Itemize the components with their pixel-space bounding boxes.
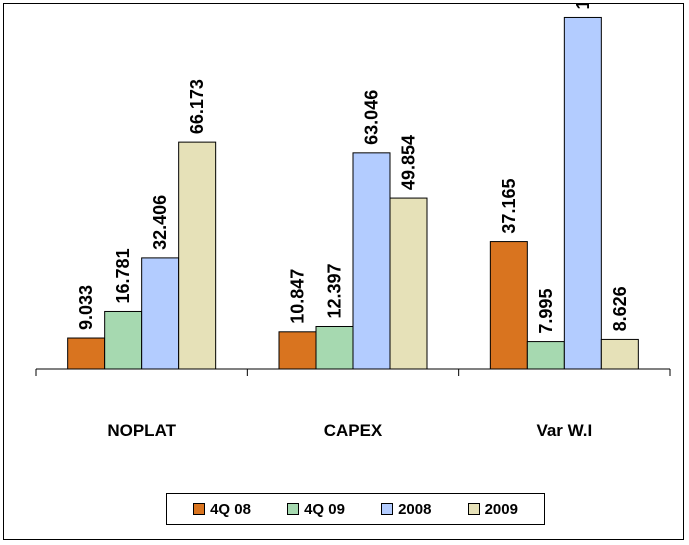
legend-swatch: [381, 503, 394, 515]
data-label-var-w-i-2009: 8.626: [610, 286, 630, 331]
data-label-noplat-2008: 32.406: [150, 195, 170, 250]
bar-var-w-i-4q-08: [489, 241, 528, 370]
legend-item-4q-08: 4Q 08: [193, 501, 251, 518]
chart-frame: 9.033 16.781 32.406 66.173 NOPLAT 10.847 12.39…: [3, 3, 684, 540]
data-label-noplat-2009: 66.173: [187, 79, 207, 134]
bar-capex-2009: [389, 197, 428, 370]
legend: 4Q 08 4Q 09 2008 2009: [166, 493, 545, 525]
legend-swatch: [193, 503, 206, 515]
bar-noplat-4q-09: [104, 310, 143, 370]
data-label-var-w-i-4q-08: 37.165: [499, 179, 519, 234]
legend-swatch: [467, 503, 480, 515]
legend-label: 4Q 08: [210, 500, 251, 518]
legend-item-4q-09: 4Q 09: [287, 501, 345, 518]
data-label-noplat-4q-08: 9.033: [76, 285, 96, 330]
data-label-noplat-4q-09: 16.781: [113, 248, 133, 303]
data-label-var-w-i-4q-09: 7.995: [536, 289, 556, 334]
bar-capex-2008: [352, 152, 391, 370]
bar-noplat-2008: [141, 257, 180, 370]
data-label-capex-2008: 63.046: [362, 90, 382, 145]
bar-var-w-i-2008: [563, 16, 602, 370]
category-label-noplat: NOPLAT: [107, 421, 176, 440]
legend-swatch: [287, 503, 300, 515]
data-label-capex-2009: 49.854: [399, 135, 419, 190]
legend-item-2008: 2008: [381, 501, 431, 518]
bar-capex-4q-08: [278, 331, 317, 370]
legend-label: 2009: [484, 500, 518, 518]
bar-var-w-i-2009: [600, 338, 639, 370]
chart-plot: 9.033 16.781 32.406 66.173 NOPLAT 10.847 12.39…: [35, 4, 671, 440]
bar-noplat-2009: [178, 141, 217, 370]
bar-noplat-4q-08: [67, 337, 106, 370]
legend-label: 4Q 09: [304, 500, 345, 518]
legend-label: 2008: [398, 500, 432, 518]
bar-capex-4q-09: [315, 325, 354, 370]
category-label-capex: CAPEX: [324, 421, 383, 440]
data-label-capex-4q-08: 10.847: [288, 269, 308, 324]
data-label-capex-4q-09: 12.397: [325, 263, 345, 318]
bar-var-w-i-4q-09: [526, 341, 565, 370]
data-label-var-w-i-2008: 102.534: [573, 4, 593, 9]
category-label-var-w-i: Var W.I: [536, 421, 592, 440]
legend-item-2009: 2009: [467, 500, 518, 518]
